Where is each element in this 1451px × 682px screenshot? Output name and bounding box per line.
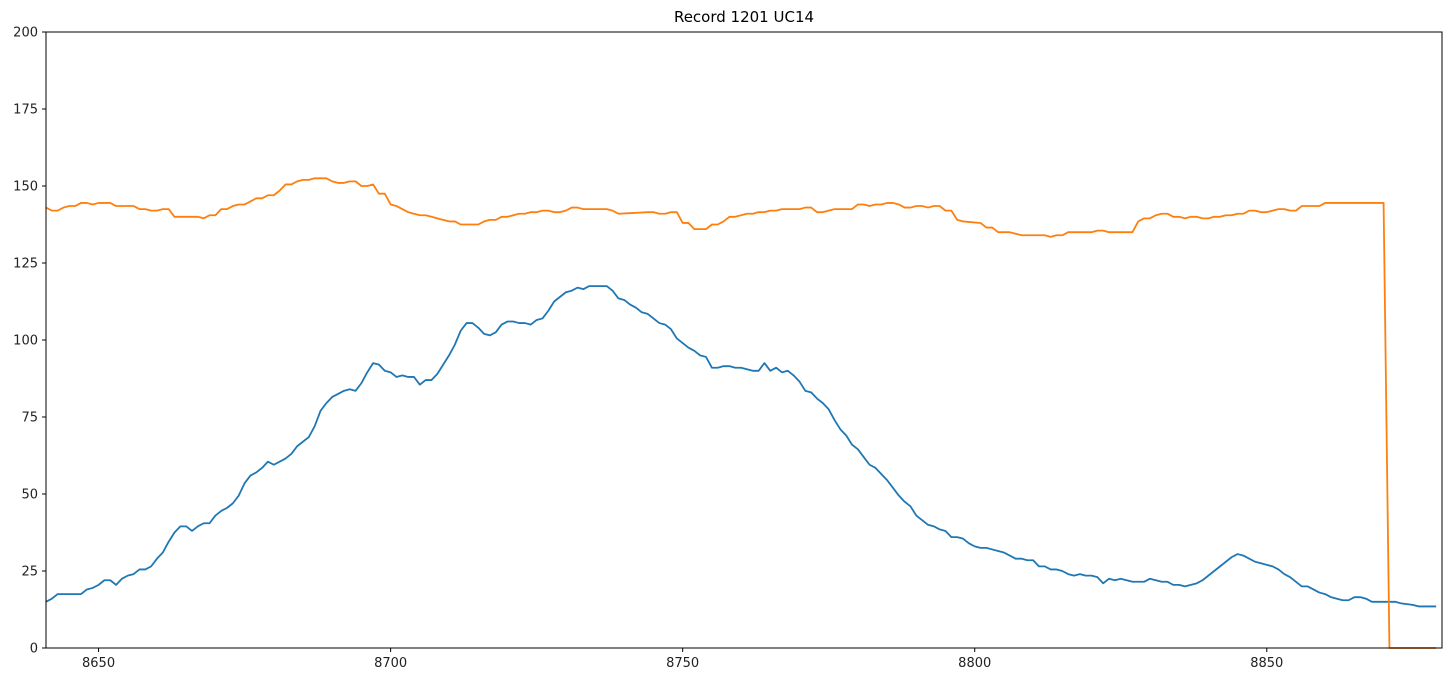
y-tick-label: 175 <box>13 103 38 118</box>
y-tick-label: 125 <box>13 257 38 272</box>
x-tick-label: 8800 <box>958 656 991 671</box>
plot-area <box>46 177 1437 649</box>
x-tick-label: 8650 <box>82 656 115 671</box>
y-tick-label: 200 <box>13 26 38 41</box>
y-tick-label: 75 <box>21 411 38 426</box>
y-tick-label: 50 <box>21 488 38 503</box>
x-tick-label: 8700 <box>374 656 407 671</box>
y-tick-label: 150 <box>13 180 38 195</box>
x-tick-label: 8750 <box>666 656 699 671</box>
y-tick-label: 25 <box>21 565 38 580</box>
y-tick-label: 0 <box>30 642 38 657</box>
plot-frame <box>45 31 1443 649</box>
series-line-2 <box>46 177 1437 649</box>
axes: 8650 8700 8750 8800 8850 0 25 50 75 100 125 150 175 2… <box>13 26 1443 671</box>
y-tick-label: 100 <box>13 334 38 349</box>
chart-title: Record 1201 UC14 <box>673 8 815 26</box>
x-tick-label: 8850 <box>1250 656 1283 671</box>
series-line-1 <box>46 285 1437 608</box>
